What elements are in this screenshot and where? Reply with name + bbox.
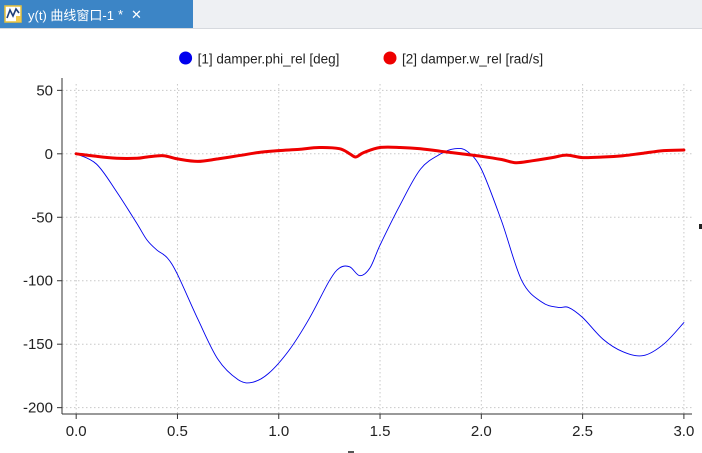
x-tick-label: 3.0 [673, 423, 694, 440]
series-line-2 [74, 145, 686, 165]
x-tick-label: 0.0 [66, 423, 87, 440]
y-tick-label: -150 [23, 336, 53, 353]
tab-bar: y(t) 曲线窗口-1 * ✕ [0, 0, 702, 29]
x-tick-label: 1.5 [370, 423, 391, 440]
x-tick-label: 2.5 [572, 423, 593, 440]
y-tick-label: 50 [36, 82, 53, 99]
x-tick-label: 0.5 [167, 423, 188, 440]
legend-label-1: [1] damper.phi_rel [deg] [198, 52, 340, 67]
legend-marker-1 [179, 51, 193, 65]
axes: 50 0 -50 -100 -150 -200 0.0 0.5 1.0 1.5 2.0 2.5 3.0 [23, 78, 694, 440]
tab-plot-window[interactable]: y(t) 曲线窗口-1 * ✕ [0, 0, 193, 28]
y-tick-label: 0 [45, 146, 53, 163]
series-line-1 [75, 148, 685, 384]
resize-grip[interactable] [348, 451, 354, 453]
y-tick-label: -100 [23, 273, 53, 290]
legend-marker-2 [383, 51, 397, 65]
y-tick-label: -200 [23, 400, 53, 417]
close-icon[interactable]: ✕ [131, 6, 142, 22]
splitter-handle[interactable] [699, 224, 702, 229]
x-tick-label: 1.0 [268, 423, 289, 440]
legend-label-2: [2] damper.w_rel [rad/s] [402, 52, 543, 67]
plot-window-icon [4, 5, 22, 23]
chart: [1] damper.phi_rel [deg] [2] damper.w_rel… [23, 51, 694, 440]
series-layer [74, 145, 686, 384]
x-tick-label: 2.0 [471, 423, 492, 440]
y-tick-label: -50 [31, 209, 53, 226]
modified-indicator: * [117, 6, 124, 22]
tab-title: y(t) 曲线窗口-1 [28, 7, 114, 23]
grid [62, 84, 692, 414]
legend: [1] damper.phi_rel [deg] [2] damper.w_rel… [179, 51, 543, 67]
